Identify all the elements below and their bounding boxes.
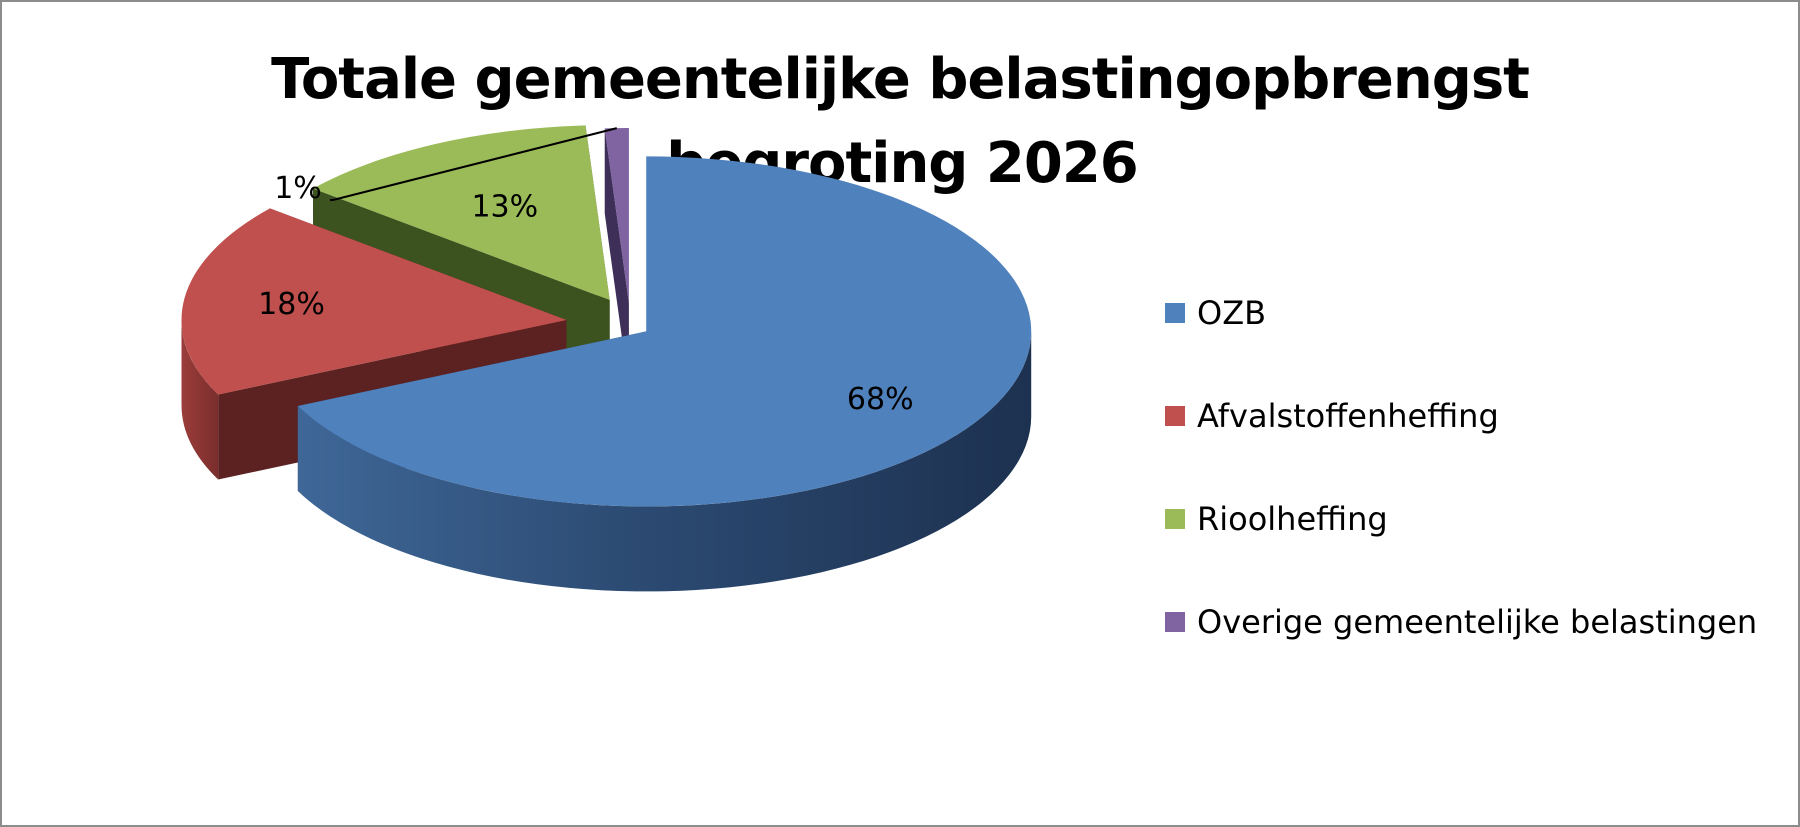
legend-item-overige: Overige gemeentelijke belastingen	[1165, 599, 1785, 702]
legend-label-afvalstoffenheffing: Afvalstoffenheffing	[1197, 397, 1499, 435]
legend-item-afvalstoffenheffing: Afvalstoffenheffing	[1165, 393, 1785, 496]
legend-label-rioolheffing: Rioolheffing	[1197, 500, 1388, 538]
chart-title-line-1: Totale gemeentelijke belastingopbrengst	[271, 47, 1530, 112]
data-label-afvalstoffenheffing: 18%	[258, 287, 325, 322]
chart-title: Totale gemeentelijke belastingopbrengst …	[0, 38, 1800, 206]
legend-label-ozb: OZB	[1197, 294, 1267, 332]
pie-slice-top	[297, 156, 1032, 507]
pie-slice-side	[297, 331, 1032, 592]
data-label-ozb: 68%	[847, 382, 914, 417]
legend-item-ozb: OZB	[1165, 290, 1785, 393]
legend: OZB Afvalstoffenheffing Rioolheffing Ove…	[1165, 290, 1785, 702]
leader-line-overige-gemeentelijke-belastingen	[330, 127, 618, 201]
data-label-overige-gemeentelijke-belastingen: 1%	[274, 171, 322, 206]
pie-slices	[181, 125, 1032, 592]
legend-item-rioolheffing: Rioolheffing	[1165, 496, 1785, 599]
pie-slice-cut-face	[604, 128, 629, 389]
pie-slice-overige-gemeentelijke-belastingen	[604, 128, 629, 389]
legend-swatch-ozb	[1165, 303, 1185, 323]
legend-swatch-afvalstoffenheffing	[1165, 406, 1185, 426]
pie-slice-side	[181, 319, 219, 480]
pie-slice-ozb	[297, 156, 1032, 592]
legend-swatch-overige	[1165, 612, 1185, 632]
pie-slice-top	[313, 125, 610, 301]
pie-slice-top	[604, 128, 629, 304]
data-label-rioolheffing: 13%	[471, 189, 538, 224]
legend-swatch-rioolheffing	[1165, 509, 1185, 529]
legend-label-overige: Overige gemeentelijke belastingen	[1197, 603, 1758, 641]
data-labels: 68% 18% 13% 1%	[258, 171, 913, 417]
leader-lines	[330, 127, 618, 201]
pie-slice-top	[181, 208, 567, 395]
